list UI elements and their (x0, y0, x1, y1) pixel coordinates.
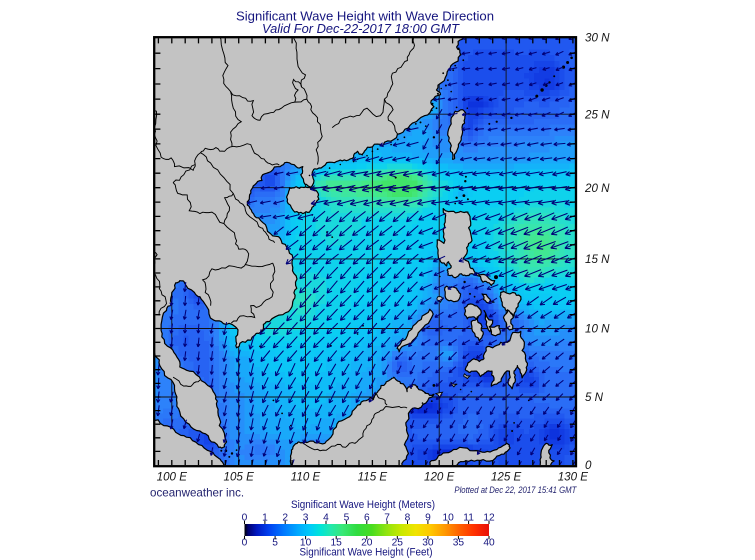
svg-text:40: 40 (483, 538, 495, 549)
svg-text:15 N: 15 N (585, 253, 610, 266)
svg-text:5: 5 (272, 538, 278, 549)
svg-text:5 N: 5 N (585, 391, 604, 404)
svg-text:25: 25 (392, 538, 404, 549)
svg-text:20: 20 (361, 538, 373, 549)
svg-text:oceanweather inc.: oceanweather inc. (150, 487, 244, 500)
svg-text:7: 7 (384, 513, 390, 524)
svg-text:1: 1 (262, 513, 268, 524)
svg-text:15: 15 (331, 538, 343, 549)
svg-text:Plotted at Dec 22, 2017 15:41: Plotted at Dec 22, 2017 15:41 GMT (454, 485, 577, 496)
svg-text:125 E: 125 E (491, 470, 522, 483)
svg-text:5: 5 (344, 513, 350, 524)
svg-text:11: 11 (463, 513, 474, 524)
svg-text:10 N: 10 N (585, 323, 610, 336)
svg-text:8: 8 (405, 513, 411, 524)
svg-text:100 E: 100 E (157, 470, 188, 483)
svg-text:6: 6 (364, 513, 370, 524)
svg-text:10: 10 (300, 538, 312, 549)
svg-text:2: 2 (282, 513, 288, 524)
svg-text:120 E: 120 E (424, 470, 455, 483)
svg-text:Valid For Dec-22-2017 18:00 GM: Valid For Dec-22-2017 18:00 GMT (262, 22, 460, 36)
svg-text:20 N: 20 N (584, 182, 610, 195)
svg-text:110 E: 110 E (291, 470, 321, 483)
svg-text:30 N: 30 N (585, 32, 610, 45)
svg-text:9: 9 (425, 513, 431, 524)
svg-text:115 E: 115 E (358, 470, 388, 483)
svg-text:Significant Wave Height (Meter: Significant Wave Height (Meters) (291, 499, 435, 511)
svg-text:25 N: 25 N (584, 108, 610, 121)
svg-text:3: 3 (303, 513, 309, 524)
svg-text:10: 10 (443, 513, 455, 524)
svg-text:4: 4 (323, 513, 329, 524)
svg-text:Significant Wave Height (Feet): Significant Wave Height (Feet) (300, 547, 433, 559)
svg-text:105 E: 105 E (224, 470, 255, 483)
svg-text:30: 30 (422, 538, 434, 549)
svg-text:0: 0 (242, 538, 248, 549)
svg-text:35: 35 (453, 538, 465, 549)
svg-text:0: 0 (585, 459, 592, 472)
svg-text:0: 0 (242, 513, 248, 524)
svg-text:130 E: 130 E (558, 470, 589, 483)
svg-text:12: 12 (483, 513, 495, 524)
svg-text:Significant Wave Height with W: Significant Wave Height with Wave Direct… (236, 9, 494, 24)
